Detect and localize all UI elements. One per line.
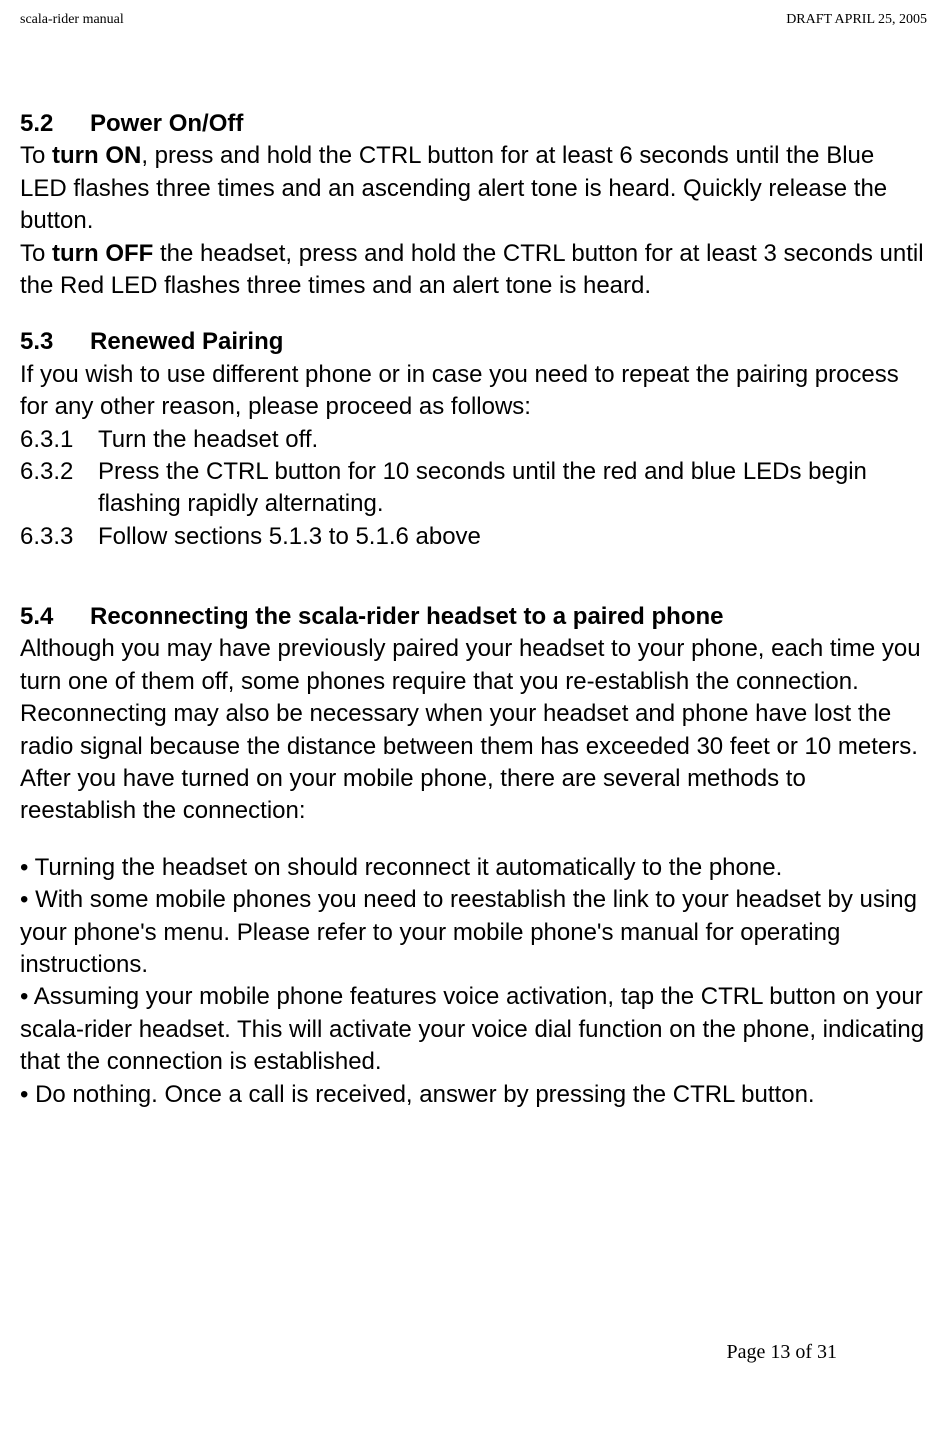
section-5-2-heading: 5.2Power On/Off bbox=[20, 108, 927, 140]
bold-text: turn OFF bbox=[52, 240, 153, 267]
bold-text: turn ON bbox=[52, 142, 141, 169]
bullet-2: • With some mobile phones you need to re… bbox=[20, 884, 927, 981]
section-5-2-p1: To turn ON, press and hold the CTRL butt… bbox=[20, 140, 927, 237]
header-left: scala-rider manual bbox=[20, 12, 124, 28]
list-num: 6.3.1 bbox=[20, 424, 98, 456]
list-item-6-3-1: 6.3.1Turn the headset off. bbox=[20, 424, 927, 456]
section-5-3-title: Renewed Pairing bbox=[90, 328, 283, 355]
section-5-4-heading: 5.4Reconnecting the scala-rider headset … bbox=[20, 601, 927, 633]
page-header: scala-rider manual DRAFT APRIL 25, 2005 bbox=[20, 12, 927, 28]
section-5-4-num: 5.4 bbox=[20, 601, 90, 633]
section-5-4-p1: Although you may have previously paired … bbox=[20, 633, 927, 698]
section-5-2-title: Power On/Off bbox=[90, 110, 243, 137]
page-footer: Page 13 of 31 bbox=[20, 1341, 927, 1364]
bullet-3: • Assuming your mobile phone features vo… bbox=[20, 981, 927, 1078]
text-fragment: , press and hold the CTRL button for at … bbox=[20, 142, 887, 234]
list-num: 6.3.3 bbox=[20, 521, 98, 553]
list-text: Press the CTRL button for 10 seconds unt… bbox=[98, 458, 867, 517]
text-fragment: To bbox=[20, 240, 52, 267]
list-item-6-3-2: 6.3.2Press the CTRL button for 10 second… bbox=[20, 456, 927, 521]
section-5-4-title: Reconnecting the scala-rider headset to … bbox=[90, 603, 723, 630]
list-num: 6.3.2 bbox=[20, 456, 98, 488]
list-text: Follow sections 5.1.3 to 5.1.6 above bbox=[98, 523, 481, 550]
section-5-3-num: 5.3 bbox=[20, 326, 90, 358]
list-item-6-3-3: 6.3.3Follow sections 5.1.3 to 5.1.6 abov… bbox=[20, 521, 927, 553]
section-5-2-p2: To turn OFF the headset, press and hold … bbox=[20, 238, 927, 303]
document-page: scala-rider manual DRAFT APRIL 25, 2005 … bbox=[0, 0, 947, 1404]
header-right: DRAFT APRIL 25, 2005 bbox=[786, 12, 927, 28]
bullet-4: • Do nothing. Once a call is received, a… bbox=[20, 1079, 927, 1111]
section-5-4-p2: Reconnecting may also be necessary when … bbox=[20, 698, 927, 828]
text-fragment: To bbox=[20, 142, 52, 169]
section-5-3-p1: If you wish to use different phone or in… bbox=[20, 359, 927, 424]
text-fragment: the headset, press and hold the CTRL but… bbox=[20, 240, 924, 299]
bullet-1: • Turning the headset on should reconnec… bbox=[20, 852, 927, 884]
section-5-3-heading: 5.3Renewed Pairing bbox=[20, 326, 927, 358]
list-text: Turn the headset off. bbox=[98, 426, 318, 453]
section-5-2-num: 5.2 bbox=[20, 108, 90, 140]
